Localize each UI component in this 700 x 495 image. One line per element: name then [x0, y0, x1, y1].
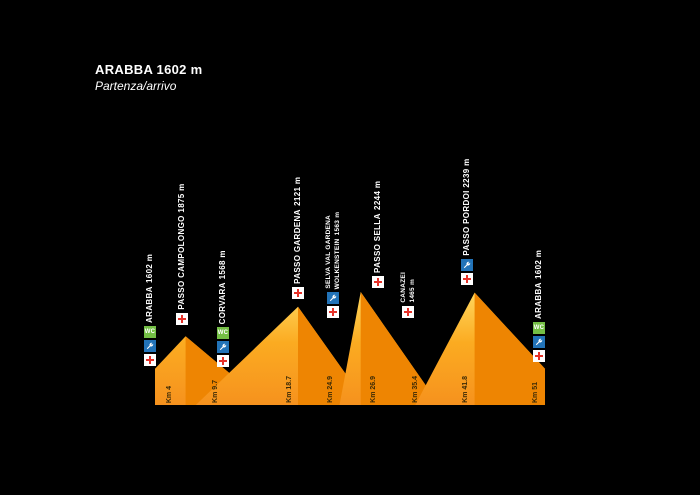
station-name: PASSO SELLA	[372, 213, 382, 273]
medical-cross-icon	[533, 350, 545, 362]
station-corvara: CORVARA 1568 m WC	[210, 250, 236, 367]
service-icons	[327, 292, 339, 318]
station-name: ARABBA	[144, 286, 154, 323]
station-altitude: 2239 m	[461, 158, 471, 188]
station-name-alt-language: WOLKENSTEIN	[333, 238, 341, 289]
station-label: PASSO PORDOI 2239 m	[461, 158, 472, 256]
wrench-icon	[533, 336, 545, 348]
km-marker: Km 9.7	[212, 380, 219, 403]
wrench-icon	[144, 340, 156, 352]
service-icons	[461, 259, 473, 285]
station-name: SELVA VAL GARDENA	[325, 215, 333, 289]
station-passo-campolongo: PASSO CAMPOLONGO 1875 m	[169, 183, 195, 325]
station-name: CORVARA	[217, 281, 227, 324]
station-label: ARABBA 1602 m	[144, 254, 155, 323]
station-name: PASSO PORDOI	[461, 190, 471, 256]
title-block: ARABBA 1602 m Partenza/arrivo	[95, 62, 202, 93]
station-label: PASSO GARDENA 2121 m	[292, 177, 303, 284]
station-altitude: 1568 m	[217, 249, 227, 279]
wc-icon: WC	[144, 326, 156, 338]
medical-cross-icon	[327, 306, 339, 318]
medical-cross-icon	[461, 273, 473, 285]
station-altitude: 2121 m	[292, 177, 302, 207]
station-altitude: 1465 m	[408, 279, 416, 303]
station-altitude: 1563 m	[333, 211, 341, 236]
station-name: PASSO CAMPOLONGO	[176, 215, 186, 310]
station-passo-sella: PASSO SELLA 2244 m	[365, 181, 391, 288]
page-title: ARABBA 1602 m	[95, 62, 203, 77]
wrench-icon	[327, 292, 339, 304]
km-marker: Km 24.9	[327, 376, 334, 403]
medical-cross-icon	[402, 306, 414, 318]
station-name: PASSO GARDENA	[292, 209, 302, 284]
station-passo-gardena: PASSO GARDENA 2121 m	[285, 177, 311, 299]
page-subtitle: Partenza/arrivo	[95, 79, 177, 93]
service-icons	[402, 306, 414, 318]
wc-icon: WC	[217, 327, 229, 339]
service-icons: WC	[533, 322, 545, 362]
station-label: PASSO SELLA 2244 m	[372, 181, 383, 273]
station-passo-pordoi: PASSO PORDOI 2239 m	[454, 158, 480, 285]
wc-icon: WC	[533, 322, 545, 334]
service-icons: WC	[144, 326, 156, 366]
station-selva-val-gardena: SELVA VAL GARDENA WOLKENSTEIN 1563 m	[320, 212, 346, 318]
km-marker: Km 35.4	[412, 376, 419, 403]
station-arabba-finish: ARABBA 1602 m WC	[526, 250, 552, 362]
station-label-line1: CANAZEI	[400, 272, 407, 303]
km-marker: Km 26.9	[370, 376, 377, 403]
station-label: SELVA VAL GARDENA WOLKENSTEIN 1563 m	[325, 212, 340, 289]
wrench-icon	[217, 341, 229, 353]
station-arabba-start: ARABBA 1602 m WC	[137, 254, 163, 366]
station-label: PASSO CAMPOLONGO 1875 m	[176, 183, 187, 310]
station-label-line1: SELVA VAL GARDENA	[325, 215, 332, 289]
station-label: CORVARA 1568 m	[217, 249, 228, 324]
km-marker: Km 4	[166, 385, 173, 403]
station-label: ARABBA 1602 m	[533, 250, 544, 319]
service-icons	[292, 287, 304, 299]
medical-cross-icon	[217, 355, 229, 367]
station-label: CANAZEI 1465 m	[400, 272, 415, 303]
station-canazei: CANAZEI 1465 m	[395, 272, 421, 318]
medical-cross-icon	[372, 276, 384, 288]
station-altitude: 2244 m	[372, 181, 382, 211]
station-name: ARABBA	[533, 282, 543, 319]
km-marker: Km 41.8	[462, 376, 469, 403]
service-icons	[372, 276, 384, 288]
station-altitude: 1602 m	[144, 254, 154, 284]
medical-cross-icon	[176, 313, 188, 325]
medical-cross-icon	[144, 354, 156, 366]
station-label-line2: 1465 m	[409, 279, 416, 303]
service-icons	[176, 313, 188, 325]
station-name: CANAZEI	[400, 272, 408, 303]
service-icons: WC	[217, 327, 229, 367]
medical-cross-icon	[292, 287, 304, 299]
wrench-icon	[461, 259, 473, 271]
km-marker: Km 51	[532, 381, 539, 403]
station-label-line2: WOLKENSTEIN 1563 m	[334, 212, 341, 289]
station-altitude: 1875 m	[176, 183, 186, 213]
km-marker: Km 18.7	[286, 376, 293, 403]
station-altitude: 1602 m	[533, 250, 543, 280]
